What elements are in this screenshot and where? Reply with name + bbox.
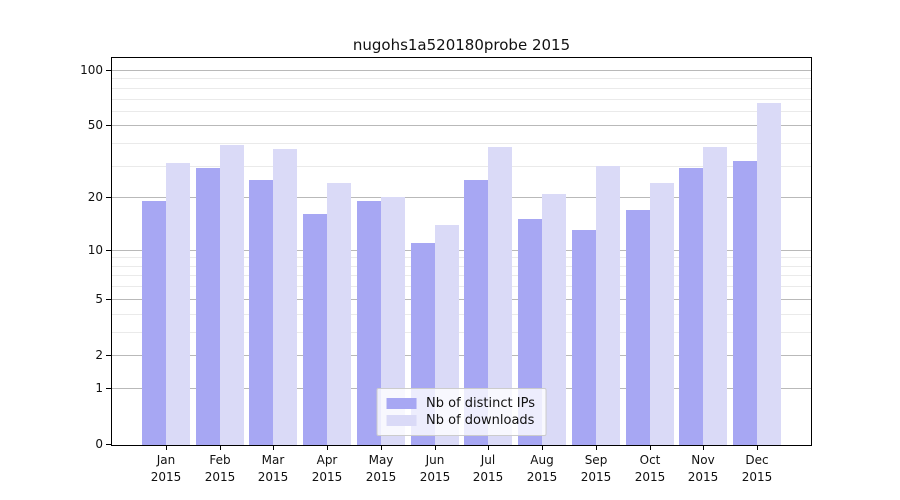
y-tick-mark xyxy=(106,125,111,126)
minor-gridline xyxy=(112,99,811,100)
minor-gridline xyxy=(112,88,811,89)
bar-jan-downloads xyxy=(166,163,190,445)
bar-feb-downloads xyxy=(220,145,244,445)
minor-gridline xyxy=(112,166,811,167)
minor-gridline xyxy=(112,143,811,144)
legend: Nb of distinct IPs Nb of downloads xyxy=(376,388,547,436)
y-tick-label: 0 xyxy=(95,437,103,451)
bar-feb-distinct-ips xyxy=(196,168,220,445)
minor-gridline xyxy=(112,78,811,79)
x-tick-label: Apr 2015 xyxy=(311,453,343,484)
x-tick-mark xyxy=(703,445,704,450)
x-tick-mark xyxy=(650,445,651,450)
minor-gridline xyxy=(112,257,811,258)
y-tick-mark xyxy=(106,70,111,71)
y-tick-label: 5 xyxy=(95,292,103,306)
legend-entry-downloads: Nb of downloads xyxy=(386,412,535,429)
y-tick-label: 50 xyxy=(87,118,103,132)
y-tick-label: 2 xyxy=(95,348,103,362)
y-tick-label: 10 xyxy=(87,243,103,257)
y-tick-mark xyxy=(106,444,111,445)
plot-area: Nb of distinct IPs Nb of downloads xyxy=(111,57,812,446)
bar-apr-downloads xyxy=(327,183,351,445)
major-gridline xyxy=(112,250,811,251)
x-tick-label: Jul 2015 xyxy=(472,453,504,484)
major-gridline xyxy=(112,197,811,198)
x-tick-label: Jan 2015 xyxy=(150,453,182,484)
y-tick-label: 100 xyxy=(80,63,103,77)
bar-dec-distinct-ips xyxy=(733,161,757,445)
x-tick-label: Sep 2015 xyxy=(580,453,612,484)
bar-dec-downloads xyxy=(757,103,781,445)
bar-oct-distinct-ips xyxy=(626,210,650,445)
bar-mar-downloads xyxy=(273,149,297,445)
legend-label-distinct-ips: Nb of distinct IPs xyxy=(426,396,535,411)
x-tick-mark xyxy=(220,445,221,450)
x-tick-mark xyxy=(435,445,436,450)
x-tick-label: Nov 2015 xyxy=(687,453,719,484)
x-tick-mark xyxy=(488,445,489,450)
x-tick-label: Oct 2015 xyxy=(634,453,666,484)
chart-title: nugohs1a520180probe 2015 xyxy=(352,36,571,54)
legend-swatch-distinct-ips xyxy=(386,398,417,409)
minor-gridline xyxy=(112,275,811,276)
bar-sep-downloads xyxy=(596,166,620,445)
minor-gridline xyxy=(112,286,811,287)
bar-apr-distinct-ips xyxy=(303,214,327,445)
legend-label-downloads: Nb of downloads xyxy=(426,413,535,428)
minor-gridline xyxy=(112,332,811,333)
major-gridline xyxy=(112,70,811,71)
y-tick-mark xyxy=(106,355,111,356)
x-tick-mark xyxy=(166,445,167,450)
y-tick-label: 1 xyxy=(95,381,103,395)
y-tick-mark xyxy=(106,388,111,389)
minor-gridline xyxy=(112,111,811,112)
x-tick-mark xyxy=(596,445,597,450)
bar-oct-downloads xyxy=(650,183,674,445)
major-gridline xyxy=(112,355,811,356)
x-tick-mark xyxy=(381,445,382,450)
legend-swatch-downloads xyxy=(386,415,417,426)
bar-sep-distinct-ips xyxy=(572,230,596,445)
x-tick-label: Mar 2015 xyxy=(257,453,289,484)
bar-jan-distinct-ips xyxy=(142,201,166,445)
x-tick-label: May 2015 xyxy=(365,453,397,484)
bar-nov-downloads xyxy=(703,147,727,445)
x-tick-mark xyxy=(327,445,328,450)
bar-mar-distinct-ips xyxy=(249,180,273,445)
minor-gridline xyxy=(112,266,811,267)
x-tick-label: Dec 2015 xyxy=(741,453,773,484)
y-tick-mark xyxy=(106,250,111,251)
x-tick-label: Feb 2015 xyxy=(204,453,236,484)
y-tick-label: 20 xyxy=(87,190,103,204)
bar-nov-distinct-ips xyxy=(679,168,703,445)
x-tick-label: Aug 2015 xyxy=(526,453,558,484)
y-tick-mark xyxy=(106,299,111,300)
x-tick-mark xyxy=(542,445,543,450)
x-tick-mark xyxy=(757,445,758,450)
major-gridline xyxy=(112,299,811,300)
x-tick-label: Jun 2015 xyxy=(419,453,451,484)
major-gridline xyxy=(112,125,811,126)
minor-gridline xyxy=(112,314,811,315)
x-tick-mark xyxy=(273,445,274,450)
y-tick-mark xyxy=(106,197,111,198)
legend-entry-distinct-ips: Nb of distinct IPs xyxy=(386,395,535,412)
